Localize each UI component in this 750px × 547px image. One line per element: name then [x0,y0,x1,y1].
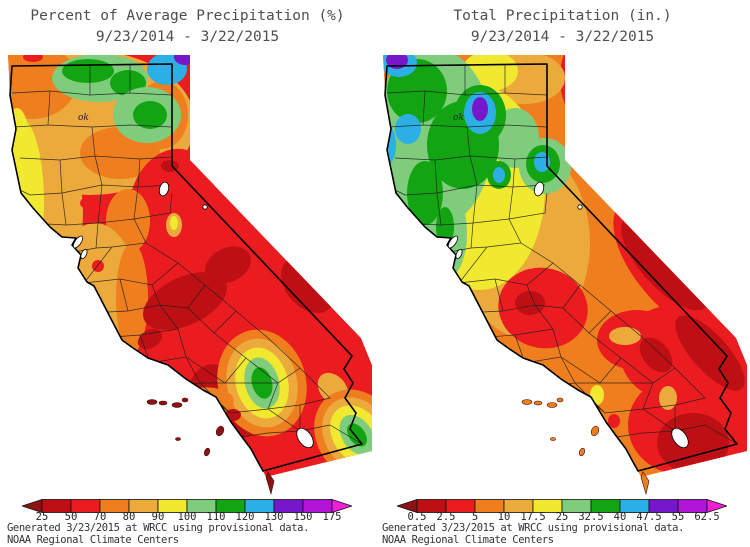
contour-fill-layer [383,55,747,477]
colorbar-tick-label: 130 [264,511,284,523]
left-map-title-line1: Percent of Average Precipitation (%) [30,8,345,24]
script-annotation: ok [453,113,464,123]
contour-fill-layer [8,55,372,477]
noaa-credit: NOAA Regional Climate Centers [382,534,554,546]
noaa-credit: NOAA Regional Climate Centers [7,534,179,546]
colorbar-arrow-high [706,498,729,514]
colorbar-tick-label: 47.5 [636,511,662,523]
colorbar-tick-label: 0.5 [407,511,427,523]
colorbar-tick-label: 55 [671,511,685,523]
inches-color-scale [395,498,729,514]
right-map-title-line1: Total Precipitation (in.) [453,8,672,24]
generated-note: Generated 3/23/2015 at WRCC using provis… [382,522,684,534]
precip-total-map: ok [383,55,747,495]
right-map-date-range: 9/23/2014 - 3/22/2015 [470,29,655,45]
colorbar-tick-label: 90 [151,511,165,523]
colorbar-tick-label: 25 [555,511,569,523]
generated-note: Generated 3/23/2015 at WRCC using provis… [7,522,309,534]
colorbar-tick-label: 70 [93,511,107,523]
colorbar-tick-label: 50 [64,511,78,523]
inches-scale-ticks: 0.5 2.5 5 10 17.5 25 32.5 40 47.5 55 62.5 [375,512,750,524]
colorbar-tick-label: 10 [497,511,511,523]
left-map-title: Percent of Average Precipitation (%) 9/2… [0,6,375,48]
colorbar-tick-label: 120 [235,511,255,523]
panel-total-precipitation: Total Precipitation (in.) 9/23/2014 - 3/… [375,0,750,547]
script-annotation: ok [78,113,89,123]
percent-color-scale [20,498,354,514]
right-map-title: Total Precipitation (in.) 9/23/2014 - 3/… [375,6,750,48]
colorbar-tick-label: 150 [293,511,313,523]
colorbar-tick-label: 80 [122,511,136,523]
colorbar-arrow-high [331,498,354,514]
colorbar-tick-label: 100 [177,511,197,523]
colorbar-tick-label: 32.5 [578,511,604,523]
colorbar-tick-label: 5 [471,511,479,523]
colorbar-tick-label: 40 [613,511,627,523]
colorbar-tick-label: 110 [206,511,226,523]
colorbar-tick-label: 25 [35,511,49,523]
colorbar-tick-label: 62.5 [694,511,720,523]
colorbar-tick-label: 17.5 [520,511,546,523]
percent-scale-ticks: 25 50 70 80 90 100 110 120 130 150 175 [0,512,375,524]
panel-percent-of-average: Percent of Average Precipitation (%) 9/2… [0,6,375,546]
left-map-date-range: 9/23/2014 - 3/22/2015 [95,29,280,45]
precip-percent-map: ok [8,55,372,495]
colorbar-tick-label: 175 [322,511,342,523]
colorbar-tick-label: 2.5 [436,511,456,523]
